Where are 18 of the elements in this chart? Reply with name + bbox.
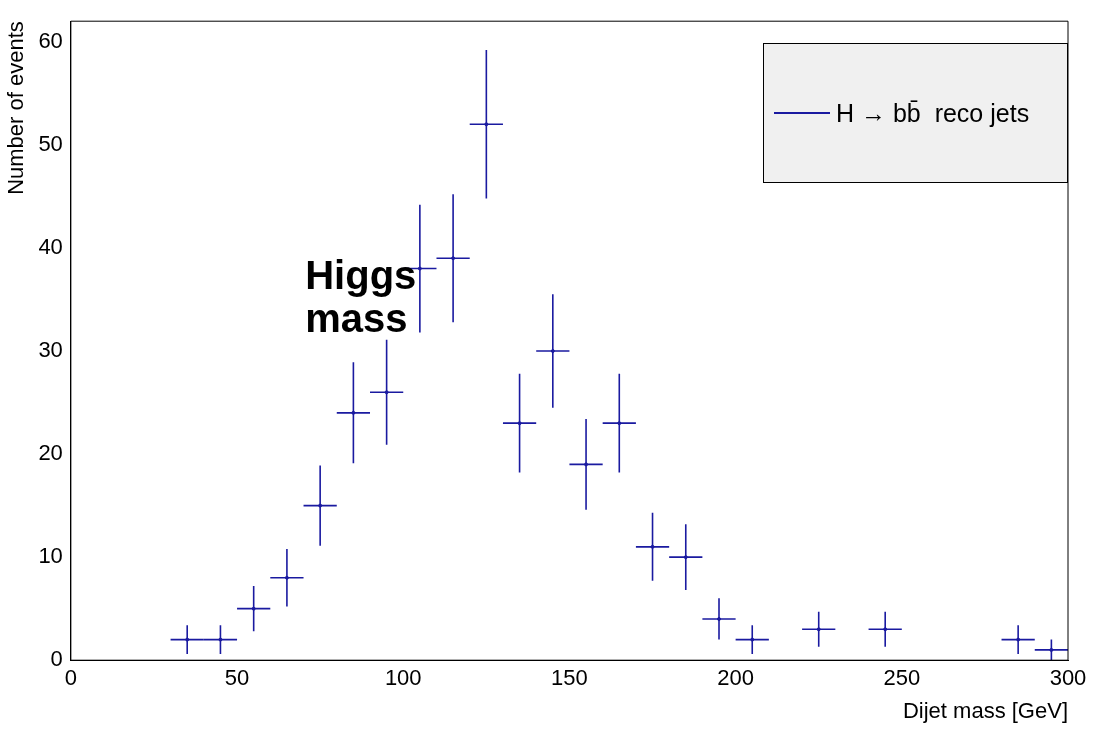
y-tick-label: 10 <box>38 543 63 569</box>
x-tick-label: 150 <box>551 665 588 691</box>
legend-box: H → bb̄ reco jets <box>763 43 1068 184</box>
y-tick-label: 0 <box>50 646 63 672</box>
y-tick-label: 60 <box>38 27 63 53</box>
x-tick-label: 100 <box>384 665 422 691</box>
y-tick-label: 40 <box>38 234 63 259</box>
y-axis-title: Number of events <box>3 21 29 195</box>
y-tick-label: 30 <box>38 337 63 363</box>
x-axis-title: Dijet mass [GeV] <box>902 697 1068 723</box>
legend-label: H → bb̄ reco jets <box>836 98 1030 128</box>
x-tick-label: 300 <box>1049 665 1087 691</box>
annotation: Higgs mass <box>305 252 417 340</box>
y-tick-label: 50 <box>38 130 63 156</box>
x-tick-label: 200 <box>717 665 754 691</box>
x-tick-label: 250 <box>883 665 921 691</box>
x-tick-label: 50 <box>224 665 250 691</box>
y-tick-label: 20 <box>38 440 63 466</box>
